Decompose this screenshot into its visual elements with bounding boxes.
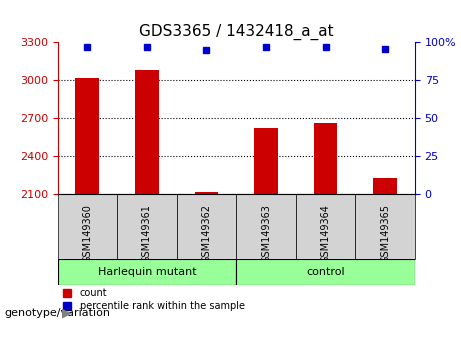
- Bar: [195, 192, 219, 194]
- Title: GDS3365 / 1432418_a_at: GDS3365 / 1432418_a_at: [139, 23, 334, 40]
- Text: Harlequin mutant: Harlequin mutant: [98, 267, 196, 277]
- FancyBboxPatch shape: [236, 194, 296, 259]
- Bar: [373, 177, 397, 194]
- Text: ▶: ▶: [62, 307, 72, 320]
- Bar: [254, 128, 278, 194]
- Text: control: control: [306, 267, 345, 277]
- Text: genotype/variation: genotype/variation: [5, 308, 111, 318]
- Legend: count, percentile rank within the sample: count, percentile rank within the sample: [63, 289, 245, 312]
- Text: GSM149361: GSM149361: [142, 204, 152, 263]
- FancyBboxPatch shape: [117, 194, 177, 259]
- FancyBboxPatch shape: [58, 194, 117, 259]
- Text: GSM149365: GSM149365: [380, 204, 390, 263]
- Text: GSM149364: GSM149364: [320, 204, 331, 263]
- FancyBboxPatch shape: [236, 259, 415, 285]
- Bar: [313, 123, 337, 194]
- FancyBboxPatch shape: [355, 194, 415, 259]
- FancyBboxPatch shape: [296, 194, 355, 259]
- Bar: [76, 78, 99, 194]
- Bar: [135, 70, 159, 194]
- Text: GSM149360: GSM149360: [83, 204, 92, 263]
- FancyBboxPatch shape: [58, 259, 236, 285]
- Text: GSM149363: GSM149363: [261, 204, 271, 263]
- Text: GSM149362: GSM149362: [201, 204, 212, 263]
- FancyBboxPatch shape: [177, 194, 236, 259]
